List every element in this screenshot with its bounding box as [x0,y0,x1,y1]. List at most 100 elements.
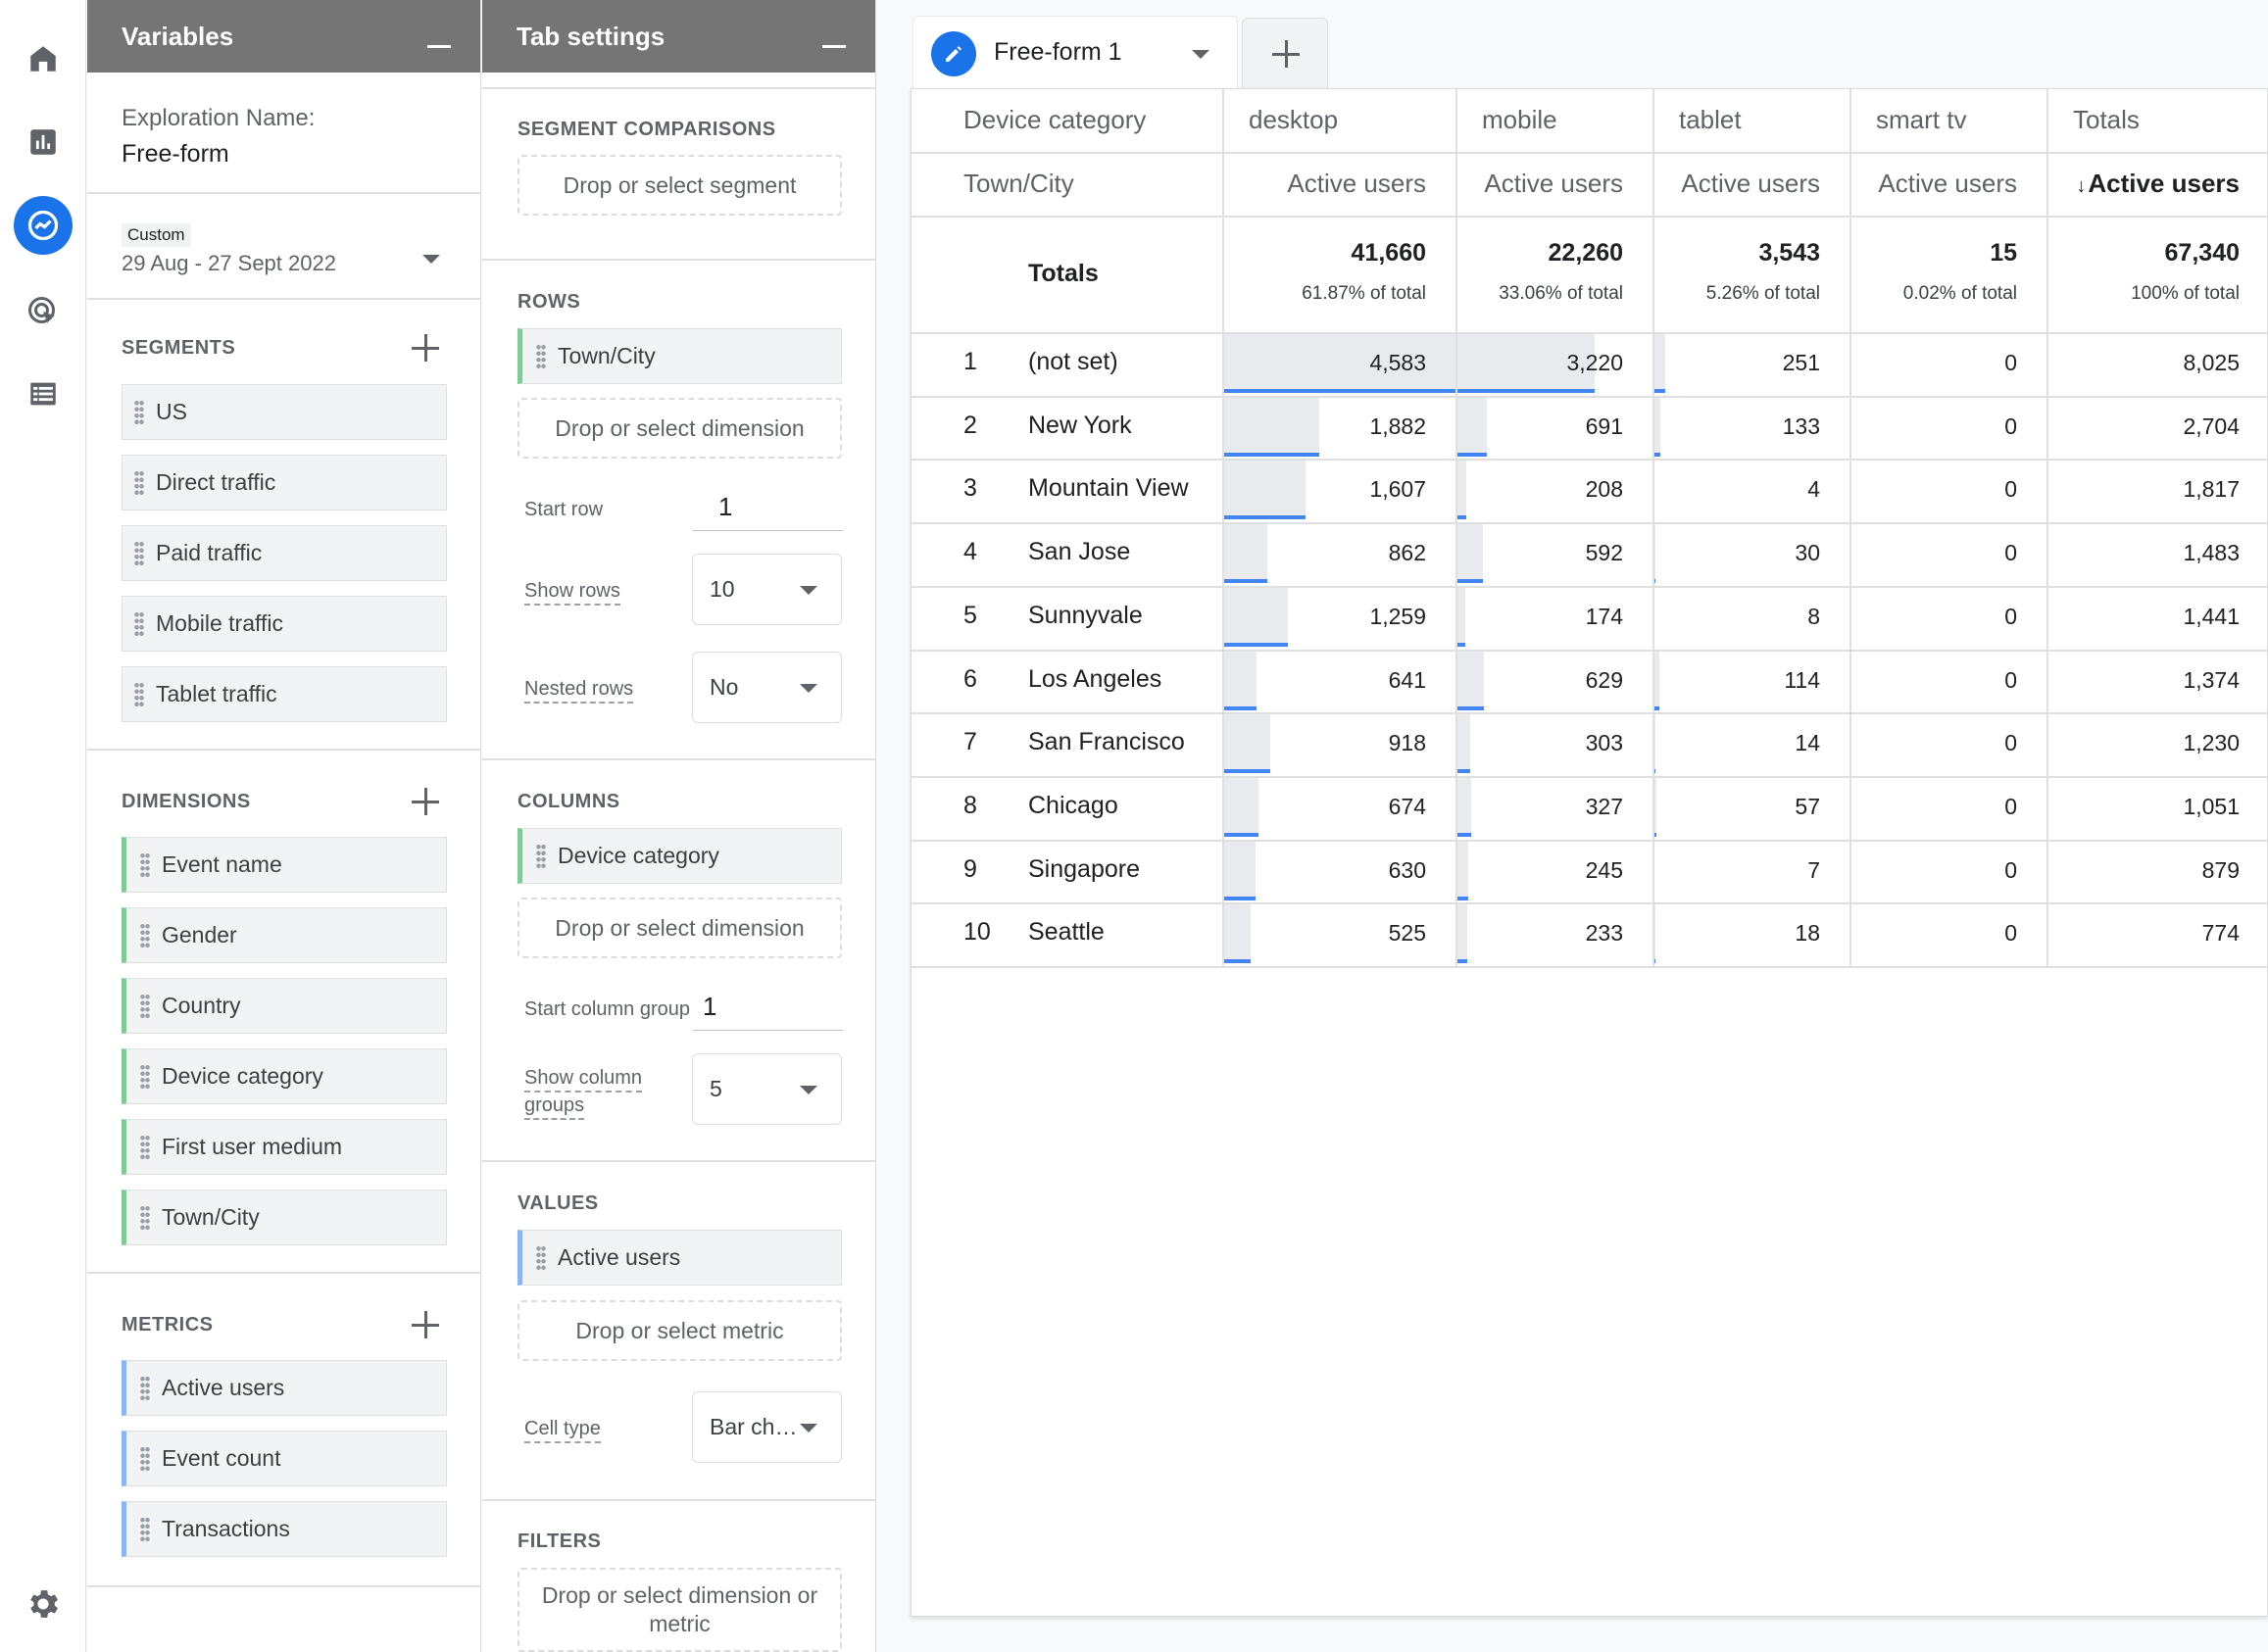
drag-handle-icon[interactable] [140,1445,150,1472]
columns-dimension-chip[interactable]: Device category [518,828,842,884]
add-metric-button[interactable] [412,1311,439,1338]
drag-handle-icon[interactable] [140,1204,150,1231]
values-metric-chip[interactable]: Active users [518,1230,842,1286]
advertising-icon[interactable] [14,282,73,341]
collapse-variables-button[interactable] [427,45,451,48]
table-row[interactable]: 8 Chicago 674 327 57 0 1,051 [912,776,2268,839]
column-dimension-header[interactable]: Device category [963,105,1147,134]
table-row[interactable]: 6 Los Angeles 641 629 114 0 1,374 [912,650,2268,712]
table-row[interactable]: 2 New York 1,882 691 133 0 2,704 [912,396,2268,459]
values-drop-zone[interactable]: Drop or select metric [518,1300,842,1361]
date-range-picker[interactable]: Custom 29 Aug - 27 Sept 2022 [122,214,445,282]
table-row[interactable]: 7 San Francisco 918 303 14 0 1,230 [912,712,2268,775]
column-header-desktop[interactable]: desktop [1249,105,1339,134]
nested-rows-select[interactable]: No [692,652,842,723]
drag-handle-icon[interactable] [134,399,144,425]
settings-icon[interactable] [14,1575,73,1633]
dimension-chip[interactable]: Town/City [122,1190,447,1245]
table-row[interactable]: 10 Seattle 525 233 18 0 774 [912,902,2268,965]
sorted-metric-header[interactable]: ↓Active users [2076,169,2240,198]
bar-fill [1457,524,1483,583]
drag-handle-icon[interactable] [140,993,150,1019]
dimension-chip[interactable]: Country [122,978,447,1034]
totals-label: Totals [1028,260,1099,287]
segment-chip[interactable]: Mobile traffic [122,596,447,652]
column-header-mobile[interactable]: mobile [1482,105,1557,134]
bar-indicator [1457,959,1467,964]
cell-value: 327 [1585,793,1623,819]
drag-handle-icon[interactable] [134,469,144,496]
start-column-group-input[interactable]: 1 [693,992,843,1031]
segment-chip[interactable]: Tablet traffic [122,666,447,722]
edit-pencil-icon[interactable] [931,31,976,76]
row-divider [912,966,2268,968]
exploration-name-field[interactable]: Free-form [122,140,229,168]
home-icon[interactable] [14,29,73,88]
segment-chip[interactable]: Paid traffic [122,525,447,581]
segment-chip[interactable]: Direct traffic [122,455,447,510]
dimension-chip[interactable]: Device category [122,1048,447,1104]
cell-value: 1,607 [1369,476,1426,503]
divider [482,259,875,261]
bar-indicator [1457,452,1487,457]
filters-title: FILTERS [518,1531,602,1552]
metric-chip[interactable]: Event count [122,1431,447,1486]
metric-header[interactable]: Active users [1681,169,1820,198]
dimension-chip[interactable]: Event name [122,837,447,893]
column-header-tablet[interactable]: tablet [1679,105,1742,134]
dimension-chip[interactable]: First user medium [122,1119,447,1175]
add-tab-button[interactable] [1242,18,1328,89]
metric-chip[interactable]: Transactions [122,1501,447,1557]
column-header-Totals[interactable]: Totals [2073,105,2140,134]
add-dimension-button[interactable] [412,788,439,815]
drag-handle-icon[interactable] [134,610,144,637]
select-value: 10 [710,576,735,602]
tab-menu-chevron-icon[interactable] [1192,50,1209,59]
metric-header[interactable]: Active users [1878,169,2017,198]
dimension-label: Gender [162,922,237,947]
columns-drop-zone[interactable]: Drop or select dimension [518,898,842,958]
table-row[interactable]: 1 (not set) 4,583 3,220 251 0 8,025 [912,332,2268,395]
table-row[interactable]: 4 San Jose 862 592 30 0 1,483 [912,522,2268,585]
drag-handle-icon[interactable] [140,1375,150,1401]
row-dimension-header[interactable]: Town/City [963,169,1074,198]
drag-handle-icon[interactable] [140,851,150,878]
cell-value: 57 [1795,793,1820,819]
drag-handle-icon[interactable] [536,343,546,369]
metric-header[interactable]: Active users [1484,169,1623,198]
drag-handle-icon[interactable] [140,922,150,948]
dimension-chip[interactable]: Gender [122,907,447,963]
start-row-input[interactable]: 1 [693,492,843,531]
divider [87,749,480,751]
explore-icon[interactable] [14,196,73,255]
rows-drop-zone[interactable]: Drop or select dimension [518,398,842,459]
drag-handle-icon[interactable] [134,681,144,707]
metric-chip[interactable]: Active users [122,1360,447,1416]
segment-chip[interactable]: US [122,384,447,440]
cell-type-select[interactable]: Bar ch… [692,1391,842,1463]
drag-handle-icon[interactable] [536,1244,546,1271]
drag-handle-icon[interactable] [140,1516,150,1542]
drag-handle-icon[interactable] [140,1134,150,1160]
bar-fill [1654,777,1656,836]
configure-icon[interactable] [14,364,73,423]
drag-handle-icon[interactable] [134,540,144,566]
show-rows-select[interactable]: 10 [692,554,842,625]
drag-handle-icon[interactable] [140,1063,150,1090]
rows-dimension-chip[interactable]: Town/City [518,328,842,384]
tab-free-form-1[interactable]: Free-form 1 [912,16,1238,91]
collapse-tab-settings-button[interactable] [822,45,846,48]
metric-header[interactable]: Active users [1287,169,1426,198]
cell-value: 1,374 [2183,666,2240,693]
table-row[interactable]: 9 Singapore 630 245 7 0 879 [912,840,2268,902]
drag-handle-icon[interactable] [536,843,546,869]
segment-drop-zone[interactable]: Drop or select segment [518,155,842,216]
add-segment-button[interactable] [412,334,439,362]
table-row[interactable]: 5 Sunnyvale 1,259 174 8 0 1,441 [912,586,2268,649]
reports-icon[interactable] [14,113,73,171]
column-header-smart-tv[interactable]: smart tv [1876,105,1967,134]
table-row[interactable]: 3 Mountain View 1,607 208 4 0 1,817 [912,459,2268,521]
bar-indicator [1457,705,1484,710]
show-column-groups-select[interactable]: 5 [692,1053,842,1125]
filters-drop-zone[interactable]: Drop or select dimension or metric [518,1568,842,1652]
